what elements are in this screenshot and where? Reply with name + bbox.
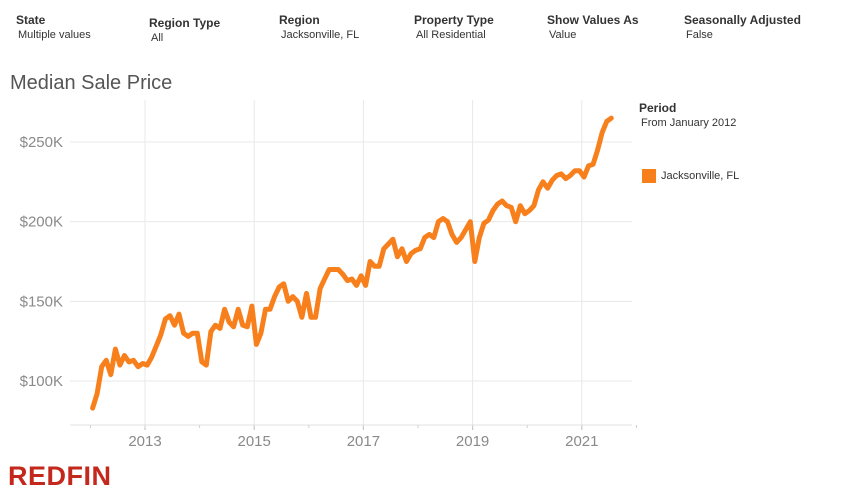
chart-title: Median Sale Price (10, 72, 173, 94)
filter-region-type[interactable]: Region Type All (149, 16, 220, 44)
series-line[interactable] (90, 115, 614, 411)
filter-property-type[interactable]: Property Type All Residential (414, 13, 494, 41)
filter-region[interactable]: Region Jacksonville, FL (279, 13, 359, 41)
redfin-logo: REDFIN (8, 461, 112, 491)
filter-label: State (16, 13, 46, 27)
legend-title: Period (639, 101, 677, 115)
legend-item[interactable]: Jacksonville, FL (642, 169, 739, 183)
x-tick-label: 2017 (347, 433, 380, 450)
filter-label: Region Type (149, 16, 221, 30)
x-tick-label: 2015 (238, 433, 271, 450)
x-tick-label: 2021 (565, 433, 598, 450)
y-tick-label: $250K (20, 134, 63, 151)
filter-show-values-as[interactable]: Show Values As Value (547, 13, 639, 41)
filter-label: Seasonally Adjusted (684, 13, 801, 27)
legend-swatch (642, 169, 656, 183)
filter-seasonally-adjusted[interactable]: Seasonally Adjusted False (684, 13, 801, 41)
legend-period: From January 2012 (641, 117, 737, 129)
legend-item-label: Jacksonville, FL (661, 170, 740, 182)
legend: Period From January 2012 Jacksonville, F… (639, 101, 739, 183)
y-tick-label: $100K (20, 373, 63, 390)
filter-bar: State Multiple values Region Type All Re… (0, 0, 849, 60)
y-tick-label: $150K (20, 293, 63, 310)
filter-value[interactable]: All Residential (416, 29, 486, 41)
filter-value[interactable]: Jacksonville, FL (281, 29, 360, 41)
x-tick-label: 2019 (456, 433, 489, 450)
filter-value[interactable]: Value (549, 29, 577, 41)
filter-value[interactable]: Multiple values (18, 29, 91, 41)
filter-value[interactable]: False (686, 29, 713, 41)
filter-value[interactable]: All (151, 32, 164, 44)
filter-label: Show Values As (547, 13, 639, 27)
filter-label: Region (279, 13, 320, 27)
filter-state[interactable]: State Multiple values (16, 13, 91, 41)
x-tick-label: 2013 (128, 433, 161, 450)
filter-label: Property Type (414, 13, 494, 27)
y-tick-label: $200K (20, 214, 63, 231)
